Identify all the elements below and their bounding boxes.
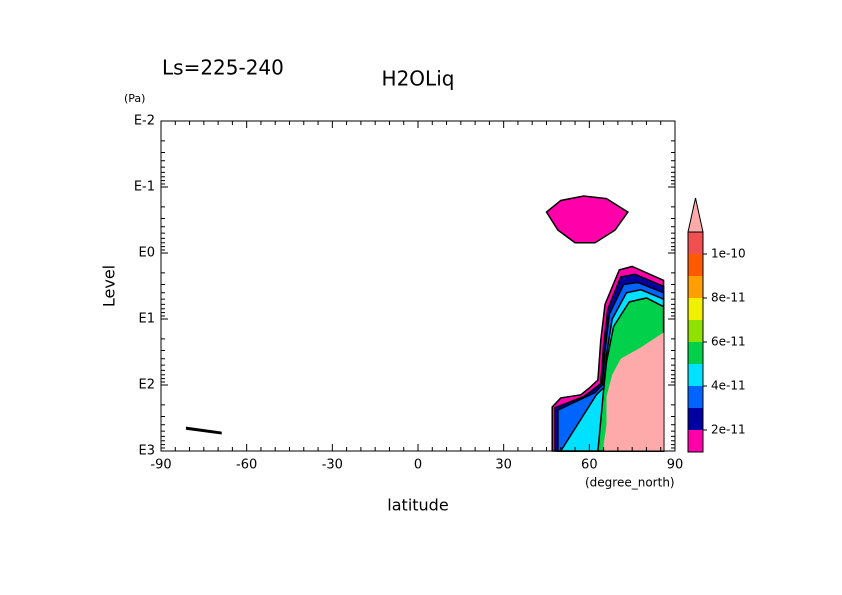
colorbar-segment	[688, 254, 703, 276]
colorbar-segment	[688, 364, 703, 386]
y-unit: (Pa)	[124, 92, 145, 105]
chart-subtitle: Ls=225-240	[162, 56, 284, 80]
y-tick-label: E-1	[134, 180, 155, 195]
chart-title: H2OLiq	[382, 67, 455, 91]
colorbar-segment	[688, 276, 703, 298]
colorbar-segment	[688, 430, 703, 452]
x-tick-label: 30	[495, 458, 512, 473]
x-tick-label: -90	[150, 458, 171, 473]
x-tick-label: -60	[236, 458, 257, 473]
colorbar-segment	[688, 320, 703, 342]
x-tick-label: 0	[414, 458, 422, 473]
colorbar-tick-label: 4e-11	[711, 379, 746, 393]
y-tick-label: E3	[139, 444, 156, 459]
colorbar-segment	[688, 232, 703, 254]
contour-region	[603, 332, 664, 451]
x-tick-label: 90	[667, 458, 684, 473]
colorbar-tick-label: 1e-10	[711, 247, 746, 261]
y-axis-label: Level	[100, 265, 119, 307]
x-tick-label: 60	[581, 458, 598, 473]
colorbar-tick-label: 6e-11	[711, 335, 746, 349]
colorbar-tick-label: 8e-11	[711, 291, 746, 305]
y-tick-label: E0	[139, 246, 156, 261]
contour-region	[185, 426, 222, 435]
y-tick-label: E2	[139, 378, 156, 393]
y-tick-label: E1	[139, 312, 156, 327]
contour-region	[545, 195, 629, 244]
colorbar-tick-label: 2e-11	[711, 423, 746, 437]
x-unit: (degree_north)	[585, 476, 675, 490]
colorbar-segment	[688, 386, 703, 408]
y-tick-label: E-2	[134, 114, 155, 129]
colorbar-segment	[688, 342, 703, 364]
colorbar-segment	[688, 298, 703, 320]
x-axis-label: latitude	[387, 496, 448, 515]
x-tick-label: -30	[322, 458, 343, 473]
colorbar-segment	[688, 408, 703, 430]
